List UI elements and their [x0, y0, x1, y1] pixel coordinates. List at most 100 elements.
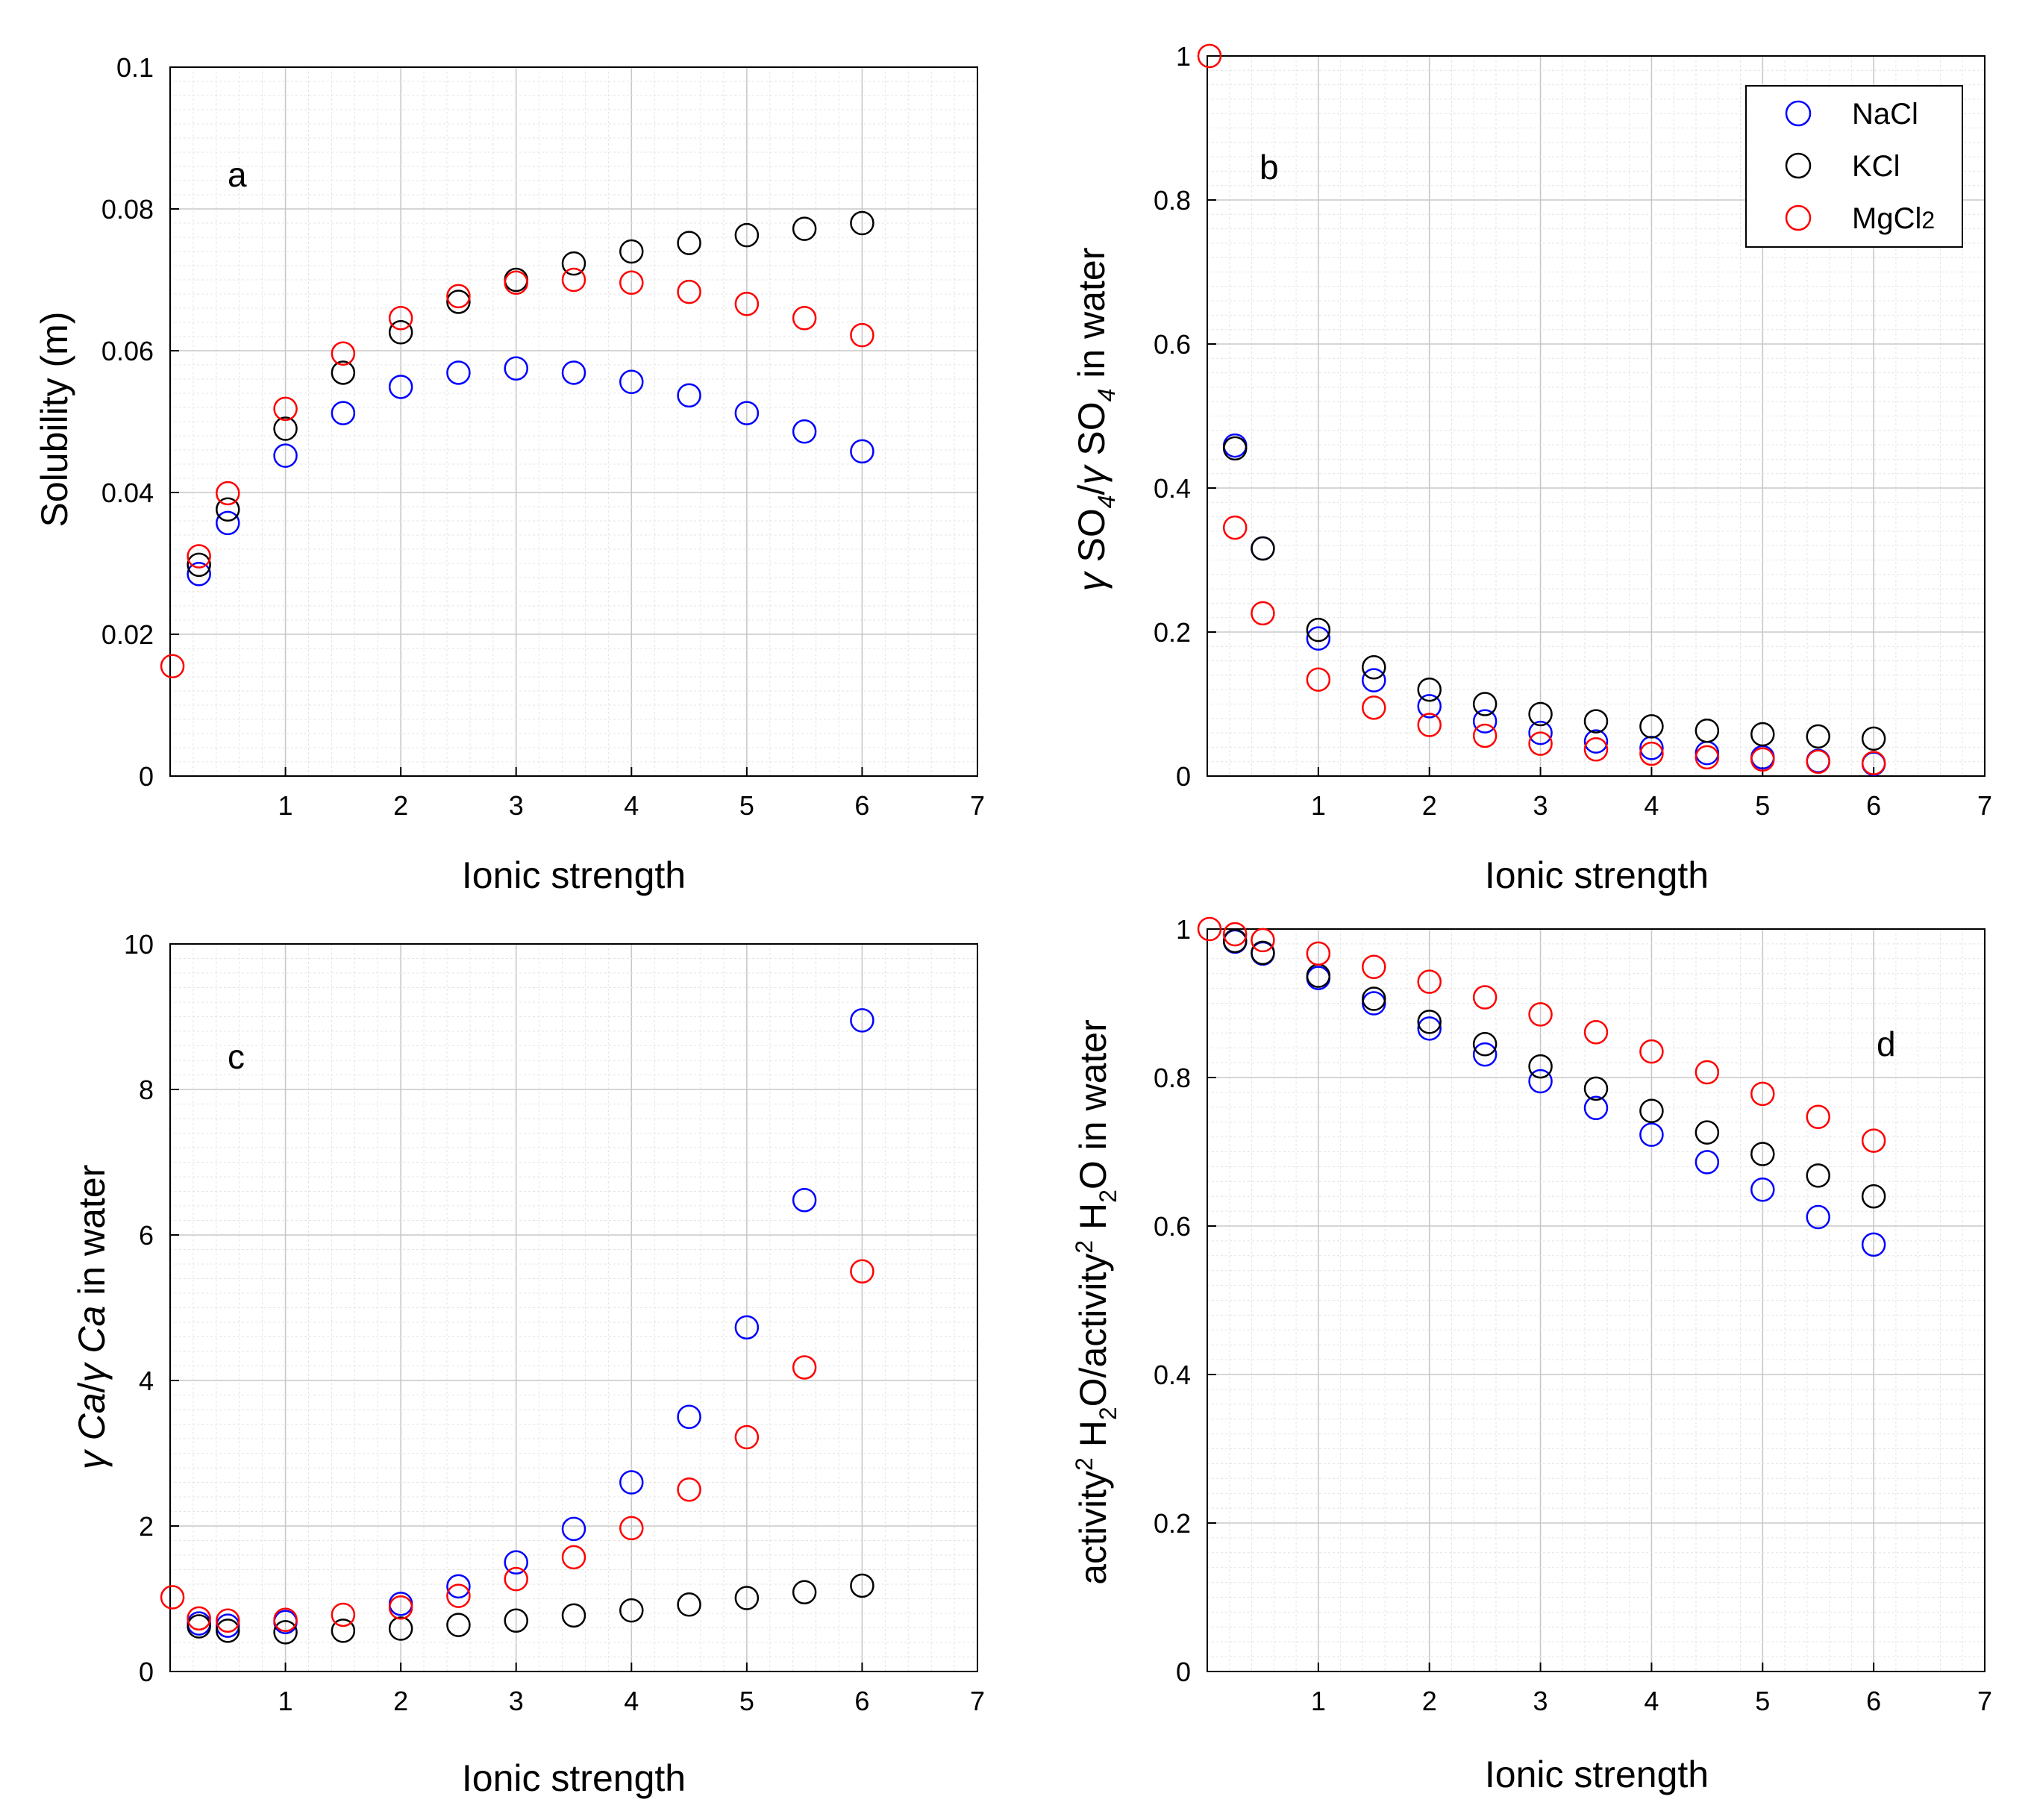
panel-a-title: a	[228, 155, 247, 194]
panel-d-xlabel: Ionic strength	[1485, 1754, 1709, 1795]
panel-d-plot-frame	[1207, 928, 1986, 1672]
d-point-mgcl2-11	[1750, 1081, 1775, 1107]
b-point-kcl-0	[1222, 436, 1248, 461]
d-xtick-label-0: 1	[1311, 1686, 1326, 1716]
a-point-kcl-4	[388, 320, 413, 345]
c-point-mgcl2-7	[504, 1566, 528, 1592]
b-point-mgcl2-4	[1362, 695, 1386, 720]
d-point-kcl-0	[1222, 928, 1248, 954]
b-point-mgcl2-7	[1528, 731, 1553, 756]
a-ytick-label-1: 0.02	[101, 619, 154, 650]
a-xtick-label-5: 6	[854, 790, 869, 821]
b-point-nacl-7	[1583, 729, 1609, 754]
a-xtick-label-0: 1	[278, 790, 293, 821]
b-point-kcl-7	[1583, 709, 1609, 734]
b-point-kcl-11	[1806, 724, 1830, 749]
a-xtick-label-1: 2	[393, 790, 408, 821]
c-point-nacl-4	[446, 1574, 471, 1599]
panel-c-ylabel-gamma2: γ	[71, 1362, 113, 1383]
c-point-mgcl2-1	[187, 1606, 211, 1631]
b-point-nacl-3	[1362, 668, 1386, 692]
a-point-nacl-1	[216, 510, 240, 536]
panel-b-ticks: 1 2 3 4 5 6 7 0 0.2 0.4 0.6 0.8 1	[1154, 41, 1992, 821]
b-xtick-label-3: 4	[1644, 790, 1659, 821]
d-point-mgcl2-6	[1472, 985, 1498, 1010]
d-point-kcl-1	[1251, 940, 1275, 966]
panel-b-ylabel-gamma2: γ	[1071, 464, 1113, 485]
b-point-kcl-9	[1695, 718, 1720, 743]
a-ytick-label-0: 0	[139, 761, 154, 792]
d-point-kcl-6	[1528, 1054, 1553, 1079]
a-point-nacl-3	[331, 401, 356, 425]
d-point-mgcl2-8	[1583, 1020, 1609, 1045]
panel-b-ylabel-so1: SO	[1071, 508, 1113, 562]
panel-d-ylabel-sub2: 2	[1095, 1189, 1121, 1203]
panel-d-ylabel-slash: /	[1072, 1367, 1114, 1377]
d-xtick-label-1: 2	[1422, 1686, 1437, 1716]
c-point-kcl-8	[619, 1598, 644, 1623]
c-ytick-label-3: 6	[139, 1220, 154, 1251]
c-point-kcl-6	[504, 1608, 528, 1633]
a-point-nacl-4	[388, 375, 413, 399]
a-point-mgcl2-8	[561, 267, 586, 293]
a-ytick-label-3: 0.06	[101, 336, 154, 366]
b-point-kcl-4	[1417, 677, 1442, 702]
panel-d-ticks: 1 2 3 4 5 6 7 0 0.2 0.4 0.6 0.8 1	[1154, 914, 1992, 1716]
a-point-kcl-0	[187, 552, 211, 578]
panel-b-ylabel-sub2: 4	[1093, 389, 1120, 402]
panel-b-grid	[1207, 56, 1985, 776]
b-point-kcl-8	[1639, 714, 1664, 739]
a-point-mgcl2-1	[187, 544, 211, 569]
c-point-mgcl2-8	[561, 1545, 586, 1570]
panel-c-ylabel-ca1: Ca	[71, 1392, 113, 1440]
a-point-kcl-8	[619, 239, 644, 264]
a-point-nacl-7	[561, 360, 586, 385]
a-xtick-label-2: 3	[509, 790, 524, 821]
a-point-mgcl2-3	[273, 396, 298, 422]
panel-b-legend-label-nacl: NaCl	[1852, 98, 1918, 131]
c-point-mgcl2-10	[677, 1477, 701, 1502]
a-point-nacl-10	[734, 401, 760, 425]
d-ytick-label-3: 0.6	[1154, 1211, 1191, 1242]
c-point-mgcl2-13	[850, 1259, 874, 1283]
panel-c-ticks: 1 2 3 4 5 6 7 0 2 4 6 8 10	[124, 929, 985, 1716]
d-point-mgcl2-2	[1251, 928, 1275, 953]
panel-d-ylabel-h1: H	[1072, 1420, 1114, 1457]
d-ytick-label-1: 0.2	[1154, 1508, 1191, 1539]
d-point-nacl-10	[1750, 1177, 1775, 1202]
c-xtick-label-1: 2	[393, 1686, 408, 1716]
d-ytick-label-0: 0	[1176, 1657, 1191, 1687]
d-point-kcl-4	[1417, 1010, 1442, 1034]
d-ytick-label-5: 1	[1176, 914, 1191, 945]
panel-c-ylabel-space1	[71, 1440, 113, 1451]
a-point-mgcl2-11	[734, 292, 760, 316]
c-point-nacl-10	[792, 1187, 817, 1213]
c-point-kcl-5	[446, 1613, 471, 1637]
d-xtick-label-5: 6	[1866, 1686, 1881, 1716]
panel-b-legend-marker-kcl	[1785, 152, 1812, 179]
c-xtick-label-5: 6	[854, 1686, 869, 1716]
d-point-nacl-9	[1695, 1150, 1720, 1175]
d-point-nacl-12	[1861, 1232, 1886, 1257]
panel-c-title: c	[228, 1037, 245, 1076]
c-point-mgcl2-0	[160, 1585, 185, 1610]
b-point-mgcl2-12	[1806, 749, 1830, 774]
panel-b-ylabel-gamma1: γ	[1071, 570, 1113, 591]
b-point-mgcl2-6	[1472, 723, 1498, 748]
d-xtick-label-3: 4	[1644, 1686, 1659, 1716]
panel-a-ylabel-text: Solubility (m)	[34, 312, 75, 528]
d-point-mgcl2-3	[1306, 941, 1331, 966]
panel-b-ylabel-in-water: in water	[1071, 248, 1113, 389]
c-point-mgcl2-3	[273, 1607, 298, 1633]
a-point-kcl-9	[677, 231, 701, 255]
c-xtick-label-6: 7	[970, 1686, 985, 1716]
panel-b: 1 2 3 4 5 6 7 0 0.2 0.4 0.6 0.8 1 b Ionic strength γ…	[1071, 41, 1992, 896]
panel-d-points	[1197, 916, 1886, 1257]
a-point-mgcl2-12	[792, 306, 817, 331]
c-point-nacl-1	[216, 1613, 240, 1638]
c-point-mgcl2-6	[446, 1583, 471, 1608]
d-point-kcl-3	[1362, 986, 1386, 1011]
b-point-mgcl2-2	[1251, 601, 1275, 626]
panel-b-ylabel-sub1: 4	[1093, 495, 1120, 508]
panel-c-ylabel-in-water: in water	[71, 1165, 113, 1306]
